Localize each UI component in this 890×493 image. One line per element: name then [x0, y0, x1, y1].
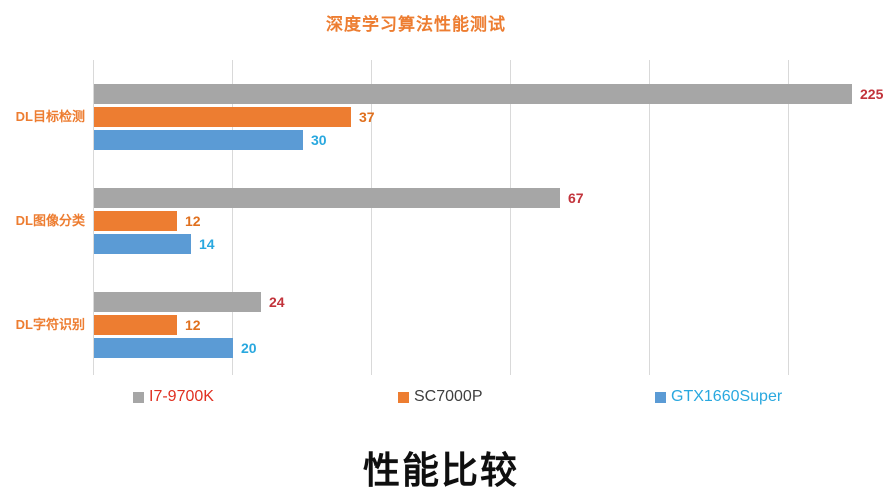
gridline [371, 60, 372, 375]
gtx1660super-bar [94, 234, 191, 254]
legend-label: I7-9700K [149, 388, 214, 405]
value-label: 37 [359, 109, 375, 125]
legend-item-sc7000p: SC7000P [398, 385, 483, 409]
i7-9700k-bar [94, 188, 560, 208]
value-label: 20 [241, 340, 257, 356]
i7-9700k-legend-swatch-icon [133, 391, 144, 403]
category-label: DL目标检测 [15, 109, 85, 124]
sc7000p-bar [94, 315, 177, 335]
gridline [649, 60, 650, 375]
sc7000p-legend-swatch-icon [398, 391, 409, 403]
gtx1660super-bar [94, 338, 233, 358]
y-axis-line [93, 60, 94, 375]
legend-label: GTX1660Super [671, 388, 783, 405]
gtx1660super-legend-swatch-icon [655, 391, 666, 403]
value-label: 14 [199, 236, 215, 252]
value-label: 67 [568, 190, 584, 206]
page-title: 性能比较 [363, 450, 519, 491]
value-label: 225 [860, 86, 884, 102]
gridline [232, 60, 233, 375]
category-label: DL图像分类 [15, 213, 85, 228]
i7-9700k-bar [94, 84, 852, 104]
value-label: 12 [185, 317, 201, 333]
value-label: 24 [269, 294, 285, 310]
legend-label: SC7000P [414, 388, 483, 405]
gridline [510, 60, 511, 375]
gridline [788, 60, 789, 375]
legend-item-gtx1660super: GTX1660Super [655, 385, 782, 409]
value-label: 30 [311, 132, 327, 148]
i7-9700k-bar [94, 292, 261, 312]
plot-area: 225 37 30 67 12 14 24 12 20 [93, 60, 884, 375]
chart-legend: I7-9700K SC7000P GTX1660Super [0, 385, 890, 409]
chart-title: 深度学习算法性能测试 [326, 15, 506, 34]
gtx1660super-bar [94, 130, 303, 150]
legend-item-i7-9700k: I7-9700K [133, 385, 214, 409]
value-label: 12 [185, 213, 201, 229]
sc7000p-bar [94, 107, 351, 127]
category-label: DL字符识别 [15, 317, 85, 332]
sc7000p-bar [94, 211, 177, 231]
